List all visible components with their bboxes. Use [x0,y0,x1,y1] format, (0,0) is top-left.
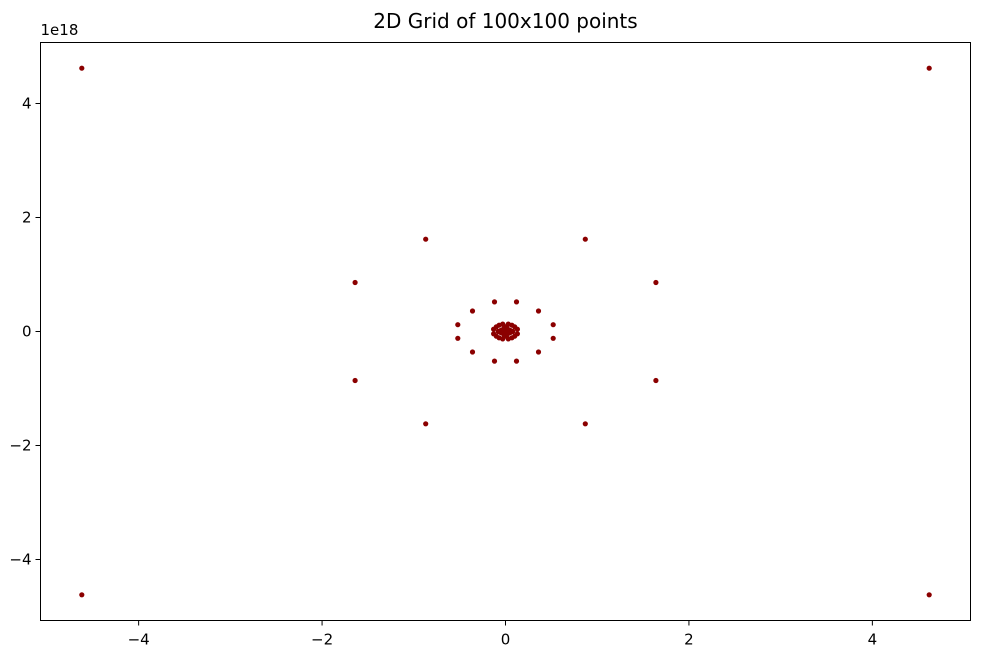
data-point [510,328,516,335]
data-point [502,333,509,339]
data-point [469,349,476,355]
data-point [423,421,429,427]
y-tick-label: 0 [22,323,32,341]
data-point [491,358,498,364]
data-point [352,279,358,286]
data-point [535,349,542,355]
data-point [495,328,501,335]
x-tick-label: 2 [684,631,694,646]
data-point [423,236,429,242]
y-tick-label: −2 [9,437,31,455]
y-tick-label: 4 [22,94,32,112]
points-layer [79,65,932,598]
data-point [79,65,85,71]
data-point [550,322,556,328]
chart-title: 2D Grid of 100x100 points [373,9,637,33]
data-point [469,308,476,314]
y-axis: −4 −2 0 2 4 [9,94,41,569]
data-point [352,377,358,384]
x-tick-label: −4 [128,631,150,646]
data-point [79,592,85,598]
x-axis: −4 −2 0 2 4 [128,620,878,646]
x-tick-label: 4 [868,631,878,646]
data-point [455,335,461,341]
plot-frame [40,42,971,621]
data-point [491,299,498,305]
data-point [653,279,659,286]
data-point [653,377,659,384]
y-tick-label: 2 [22,208,32,226]
data-point [582,236,588,242]
data-point [502,328,509,335]
data-point [550,335,556,341]
x-tick-label: −2 [311,631,333,646]
x-tick-label: 0 [501,631,511,646]
data-point [502,324,509,330]
data-point [926,592,932,598]
data-point [582,421,588,427]
data-point [513,358,520,364]
data-point [535,308,542,314]
y-axis-offset-label: 1e18 [41,21,79,39]
data-point [926,65,932,71]
data-point [455,322,461,328]
y-tick-label: −4 [9,551,31,569]
data-point [513,299,520,305]
